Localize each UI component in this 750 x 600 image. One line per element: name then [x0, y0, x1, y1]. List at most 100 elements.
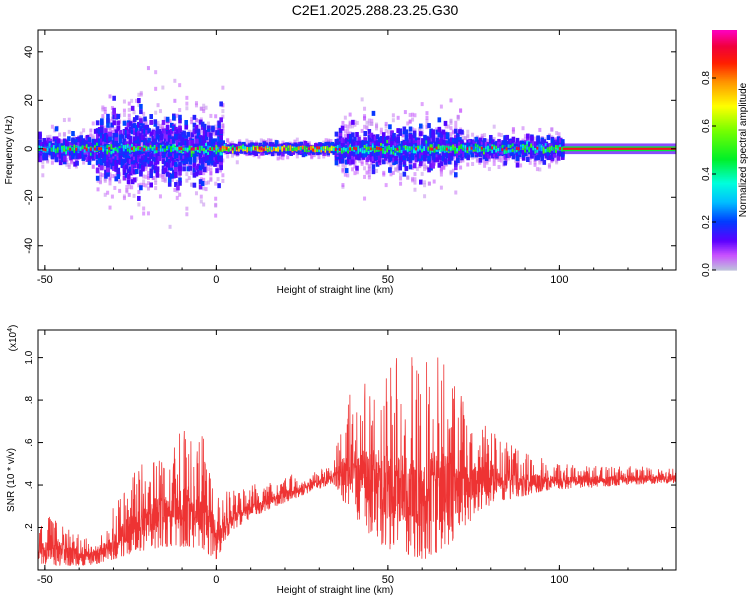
heatmap-cell: [112, 162, 116, 168]
heatmap-cell: [196, 169, 201, 175]
heatmap-cell: [139, 103, 143, 109]
heatmap-cell: [178, 161, 182, 167]
heatmap-cell: [355, 151, 359, 155]
heatmap-cell: [342, 139, 347, 145]
heatmap-cell: [146, 174, 150, 179]
heatmap-cell: [122, 138, 127, 144]
heatmap-cell: [141, 135, 145, 141]
heatmap-cell: [338, 148, 343, 152]
heatmap-cell: [449, 171, 453, 176]
heatmap-cell: [132, 193, 136, 198]
heatmap-cell: [215, 156, 219, 162]
heatmap-cell: [343, 164, 347, 169]
heatmap-cell: [184, 153, 188, 159]
heatmap-cell: [363, 174, 367, 179]
heatmap-cell: [172, 169, 176, 175]
heatmap-cell: [161, 123, 165, 128]
heatmap-cell: [116, 158, 121, 164]
heatmap-cell: [149, 165, 153, 170]
heatmap-cell: [124, 151, 129, 157]
heatmap-cell: [65, 157, 69, 162]
heatmap-cell: [114, 156, 119, 162]
heatmap-cell: [145, 125, 149, 131]
heatmap-cell: [65, 146, 69, 150]
heatmap-cell: [127, 113, 131, 118]
heatmap-cell: [264, 149, 269, 155]
heatmap-cell: [61, 146, 65, 150]
heatmap-cell: [451, 168, 455, 173]
heatmap-cell: [206, 121, 210, 126]
heatmap-cell: [423, 166, 427, 171]
heatmap-cell: [82, 160, 86, 165]
heatmap-cell: [341, 183, 345, 188]
heatmap-cell: [73, 144, 77, 148]
heatmap-cell: [104, 140, 108, 146]
heatmap-cell: [318, 142, 322, 148]
heatmap-cell: [114, 133, 119, 139]
heatmap-cell: [120, 162, 125, 168]
heatmap-cell: [153, 165, 158, 171]
heatmap-cell: [153, 157, 158, 163]
heatmap-cell: [196, 128, 201, 134]
heatmap-cell: [219, 141, 223, 147]
heatmap-cell: [100, 165, 104, 171]
heatmap-cell: [338, 158, 343, 164]
heatmap-cell: [408, 119, 412, 124]
heatmap-cell: [198, 148, 203, 152]
heatmap-cell: [71, 137, 75, 143]
heatmap-cell: [67, 150, 71, 156]
heatmap-cell: [353, 136, 357, 142]
heatmap-cell: [192, 172, 197, 178]
heatmap-cell: [365, 148, 369, 153]
heatmap-cell: [214, 196, 218, 201]
heatmap-cell: [198, 158, 203, 164]
heatmap-cell: [185, 106, 189, 111]
heatmap-cell: [112, 120, 116, 126]
heatmap-cell: [353, 164, 357, 169]
heatmap-cell: [75, 142, 79, 148]
heatmap-cell: [108, 146, 112, 150]
heatmap-cell: [143, 155, 147, 161]
heatmap-cell: [137, 156, 141, 162]
heatmap-cell: [184, 147, 188, 151]
heatmap-cell: [373, 152, 378, 158]
heatmap-cell: [361, 144, 365, 150]
heatmap-cell: [523, 137, 527, 142]
heatmap-cell: [157, 148, 162, 152]
heatmap-cell: [214, 127, 218, 132]
heatmap-cell: [369, 153, 374, 159]
heatmap-cell: [161, 141, 166, 147]
heatmap-cell: [254, 142, 258, 148]
heatmap-cell: [116, 174, 121, 180]
heatmap-cell: [67, 117, 71, 122]
heatmap-cell: [487, 167, 491, 172]
heatmap-cell: [125, 189, 129, 194]
heatmap-cell: [194, 148, 199, 154]
heatmap-cell: [308, 147, 312, 151]
heatmap-cell: [205, 142, 209, 147]
heatmap-cell: [110, 144, 114, 148]
heatmap-cell: [100, 149, 104, 155]
heatmap-cell: [77, 148, 81, 153]
heatmap-cell: [110, 141, 114, 147]
heatmap-cell: [101, 114, 105, 119]
heatmap-cell: [141, 128, 145, 134]
heatmap-cell: [164, 145, 168, 149]
heatmap-cell: [134, 169, 139, 175]
heatmap-cell: [213, 161, 217, 167]
heatmap-cell: [504, 158, 508, 163]
heatmap-cell: [340, 142, 345, 148]
heatmap-cell: [186, 150, 191, 156]
heatmap-cell: [139, 133, 143, 139]
heatmap-cell: [141, 123, 145, 129]
heatmap-cell: [519, 163, 523, 168]
heatmap-cell: [497, 157, 501, 162]
heatmap-cell: [248, 143, 252, 149]
heatmap-cell: [425, 119, 429, 124]
heatmap-cell: [137, 138, 141, 144]
heatmap-cell: [59, 146, 63, 150]
heatmap-cell: [142, 206, 146, 211]
heatmap-cell: [127, 192, 131, 197]
heatmap-cell: [54, 143, 59, 147]
heatmap-cell: [538, 127, 542, 132]
